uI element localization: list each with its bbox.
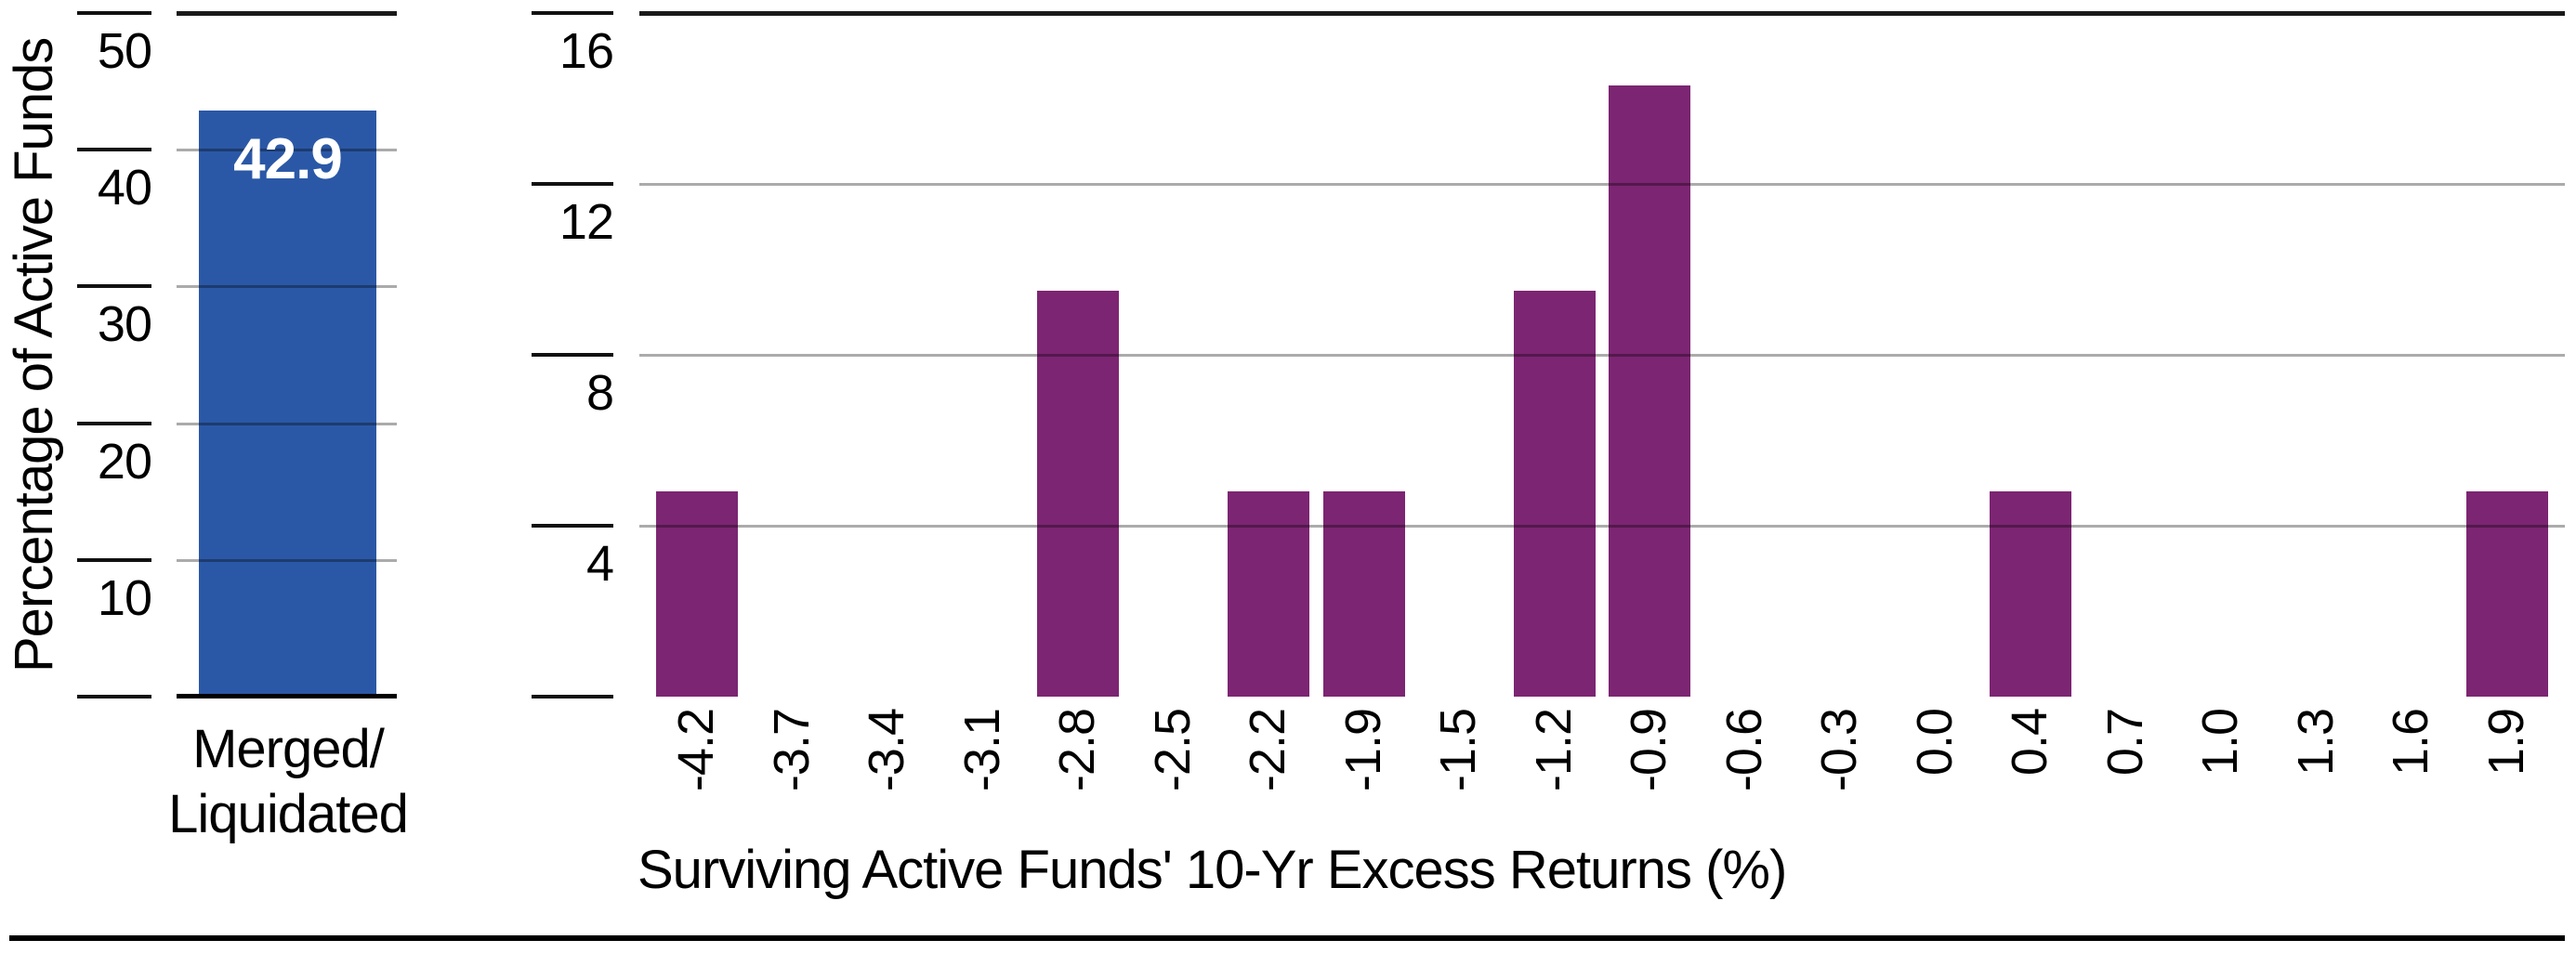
merged-liquidated-category-label: Merged/ Liquidated xyxy=(168,719,409,844)
right-y-tick-16 xyxy=(532,11,613,15)
bar-merged-liquidated xyxy=(199,111,376,697)
right-x-tick-label--2.2: -2.2 xyxy=(1240,709,1295,792)
left-y-tick-20 xyxy=(77,422,151,425)
right-y-tick-label-12: 12 xyxy=(559,194,614,250)
bar-1.9 xyxy=(2466,491,2548,697)
right-y-tick-label-16: 16 xyxy=(559,23,614,79)
left-y-tick-label-40: 40 xyxy=(97,160,152,215)
right-x-tick-label--2.8: -2.8 xyxy=(1049,709,1105,792)
right-x-tick-label--0.9: -0.9 xyxy=(1621,709,1676,792)
right-y-tick-label-8: 8 xyxy=(585,365,614,421)
left-gridline-40 xyxy=(177,149,397,151)
right-x-tick-label--3.4: -3.4 xyxy=(859,709,914,792)
left-y-tick-label-50: 50 xyxy=(97,23,152,79)
right-x-tick-label-1.0: 1.0 xyxy=(2192,709,2248,777)
left-y-tick-10 xyxy=(77,558,151,562)
bar--1.9 xyxy=(1323,491,1405,697)
right-y-tick-12 xyxy=(532,182,613,186)
right-x-tick-label--2.5: -2.5 xyxy=(1145,709,1201,792)
right-x-axis-title: Surviving Active Funds' 10-Yr Excess Ret… xyxy=(637,840,1787,900)
right-x-tick-label--0.3: -0.3 xyxy=(1811,709,1867,792)
bar--0.9 xyxy=(1609,85,1690,697)
right-y-tick-label-4: 4 xyxy=(585,536,614,592)
right-gridline-12 xyxy=(639,183,2565,186)
right-x-tick-label--3.7: -3.7 xyxy=(764,709,820,792)
left-x-axis-baseline xyxy=(177,694,397,698)
right-x-tick-label--1.9: -1.9 xyxy=(1335,709,1391,792)
left-gridline-10 xyxy=(177,559,397,562)
right-x-tick-label--3.1: -3.1 xyxy=(954,709,1010,792)
right-x-tick-label--0.6: -0.6 xyxy=(1716,709,1772,792)
left-y-tick-30 xyxy=(77,284,151,288)
right-y-tick-0 xyxy=(532,695,613,698)
merged-liquidated-bar-value-label: 42.9 xyxy=(233,127,343,191)
left-y-tick-label-20: 20 xyxy=(97,434,152,490)
right-plot-top-line xyxy=(639,11,2565,16)
bar--4.2 xyxy=(656,491,738,697)
left-y-tick-label-10: 10 xyxy=(97,570,152,626)
left-y-tick-50 xyxy=(77,11,151,15)
bar--2.8 xyxy=(1037,291,1119,697)
right-x-tick-label-1.6: 1.6 xyxy=(2383,709,2438,777)
bar--1.2 xyxy=(1514,291,1596,697)
left-gridline-30 xyxy=(177,285,397,288)
right-x-tick-label-0.4: 0.4 xyxy=(2002,709,2057,777)
right-gridline-4 xyxy=(639,525,2565,528)
left-y-tick-0 xyxy=(77,695,151,698)
right-x-tick-label--1.5: -1.5 xyxy=(1430,709,1486,792)
right-x-tick-label-0.7: 0.7 xyxy=(2097,709,2153,777)
right-y-tick-8 xyxy=(532,353,613,357)
right-x-tick-label-0.0: 0.0 xyxy=(1907,709,1963,777)
bar-0.4 xyxy=(1990,491,2071,697)
right-x-tick-label-1.3: 1.3 xyxy=(2288,709,2344,777)
right-gridline-8 xyxy=(639,354,2565,357)
bar--2.2 xyxy=(1228,491,1309,697)
bottom-rule xyxy=(9,935,2565,941)
right-y-tick-4 xyxy=(532,524,613,528)
left-plot-top-line xyxy=(177,11,397,16)
right-x-tick-label--4.2: -4.2 xyxy=(668,709,724,792)
right-x-tick-label--1.2: -1.2 xyxy=(1526,709,1582,792)
right-x-tick-label-1.9: 1.9 xyxy=(2478,709,2534,777)
left-gridline-20 xyxy=(177,423,397,425)
left-y-tick-40 xyxy=(77,148,151,151)
left-y-tick-label-30: 30 xyxy=(97,296,152,352)
